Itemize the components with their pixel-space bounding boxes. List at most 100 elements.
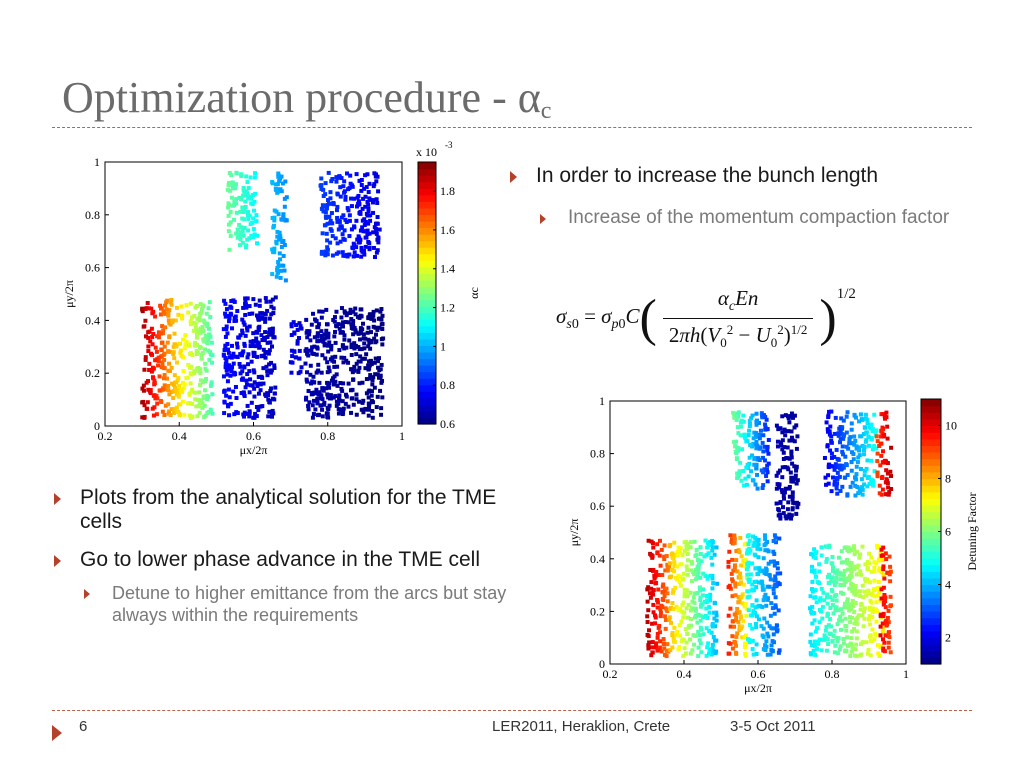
data-point bbox=[309, 392, 314, 397]
data-point bbox=[789, 449, 794, 454]
colorbar-segment bbox=[418, 286, 436, 294]
data-point bbox=[365, 172, 370, 177]
data-point bbox=[698, 641, 703, 646]
data-point bbox=[335, 215, 340, 220]
data-point bbox=[328, 240, 333, 245]
data-point bbox=[359, 254, 364, 259]
data-point bbox=[150, 342, 155, 347]
data-point bbox=[752, 579, 757, 584]
data-point bbox=[854, 617, 859, 622]
data-point bbox=[828, 605, 833, 610]
data-point bbox=[877, 483, 882, 488]
data-point bbox=[379, 317, 384, 322]
data-point bbox=[205, 410, 210, 415]
data-point bbox=[877, 557, 882, 562]
data-point bbox=[771, 591, 776, 596]
data-point bbox=[790, 461, 795, 466]
data-point bbox=[710, 586, 715, 591]
data-point bbox=[228, 373, 233, 378]
data-point bbox=[887, 572, 892, 577]
data-point bbox=[261, 366, 266, 371]
data-point bbox=[888, 469, 893, 474]
data-point bbox=[157, 388, 162, 393]
data-point bbox=[820, 616, 825, 621]
data-point bbox=[867, 425, 872, 430]
data-point bbox=[326, 365, 331, 370]
data-point bbox=[380, 342, 385, 347]
data-point bbox=[858, 594, 863, 599]
data-point bbox=[351, 402, 356, 407]
data-point bbox=[649, 580, 654, 585]
data-point bbox=[665, 568, 670, 573]
data-point bbox=[764, 603, 769, 608]
data-point bbox=[243, 296, 248, 301]
data-point bbox=[862, 482, 867, 487]
bullet-item: Plots from the analytical solution for t… bbox=[52, 486, 532, 534]
data-point bbox=[835, 568, 840, 573]
data-point bbox=[765, 620, 770, 625]
data-point bbox=[309, 381, 314, 386]
data-point bbox=[847, 603, 852, 608]
data-point bbox=[850, 615, 855, 620]
data-point bbox=[778, 512, 783, 517]
data-point bbox=[222, 399, 227, 404]
data-point bbox=[320, 407, 325, 412]
data-point bbox=[227, 170, 232, 175]
data-point bbox=[844, 430, 849, 435]
data-point bbox=[377, 227, 382, 232]
data-point bbox=[677, 623, 682, 628]
data-point bbox=[244, 305, 249, 310]
data-point bbox=[688, 608, 693, 613]
data-point bbox=[826, 581, 831, 586]
data-point bbox=[651, 545, 656, 550]
data-point bbox=[166, 318, 171, 323]
data-point bbox=[882, 416, 887, 421]
data-point bbox=[737, 550, 742, 555]
data-point bbox=[266, 393, 271, 398]
data-point bbox=[683, 651, 688, 656]
data-point bbox=[772, 563, 777, 568]
data-point bbox=[665, 642, 670, 647]
data-point bbox=[374, 231, 379, 236]
data-point bbox=[841, 436, 846, 441]
data-point bbox=[863, 576, 868, 581]
data-point bbox=[246, 228, 251, 233]
data-point bbox=[696, 565, 701, 570]
data-point bbox=[852, 413, 857, 418]
data-point bbox=[351, 377, 356, 382]
data-point bbox=[760, 580, 765, 585]
data-point bbox=[829, 577, 834, 582]
data-point bbox=[844, 463, 849, 468]
data-point bbox=[675, 564, 680, 569]
data-point bbox=[867, 614, 872, 619]
data-point bbox=[746, 637, 751, 642]
data-point bbox=[171, 389, 176, 394]
data-point bbox=[761, 413, 766, 418]
data-point bbox=[852, 475, 857, 480]
data-point bbox=[258, 404, 263, 409]
data-point bbox=[742, 645, 747, 650]
data-point bbox=[329, 179, 334, 184]
data-point bbox=[181, 355, 186, 360]
sub-bullet-item: Detune to higher emittance from the arcs… bbox=[52, 582, 532, 626]
data-point bbox=[226, 182, 231, 187]
colorbar-segment bbox=[418, 306, 436, 314]
data-point bbox=[360, 327, 365, 332]
data-point bbox=[764, 427, 769, 432]
data-point bbox=[735, 448, 740, 453]
data-point bbox=[789, 513, 794, 518]
data-point bbox=[320, 309, 325, 314]
data-point bbox=[811, 554, 816, 559]
data-point bbox=[278, 187, 283, 192]
data-point bbox=[763, 422, 768, 427]
data-point bbox=[201, 394, 206, 399]
data-point bbox=[355, 195, 360, 200]
data-point bbox=[347, 213, 352, 218]
data-point bbox=[832, 482, 837, 487]
data-point bbox=[156, 335, 161, 340]
data-point bbox=[341, 253, 346, 258]
data-point bbox=[735, 569, 740, 574]
data-point bbox=[305, 351, 310, 356]
data-point bbox=[867, 622, 872, 627]
data-point bbox=[698, 613, 703, 618]
